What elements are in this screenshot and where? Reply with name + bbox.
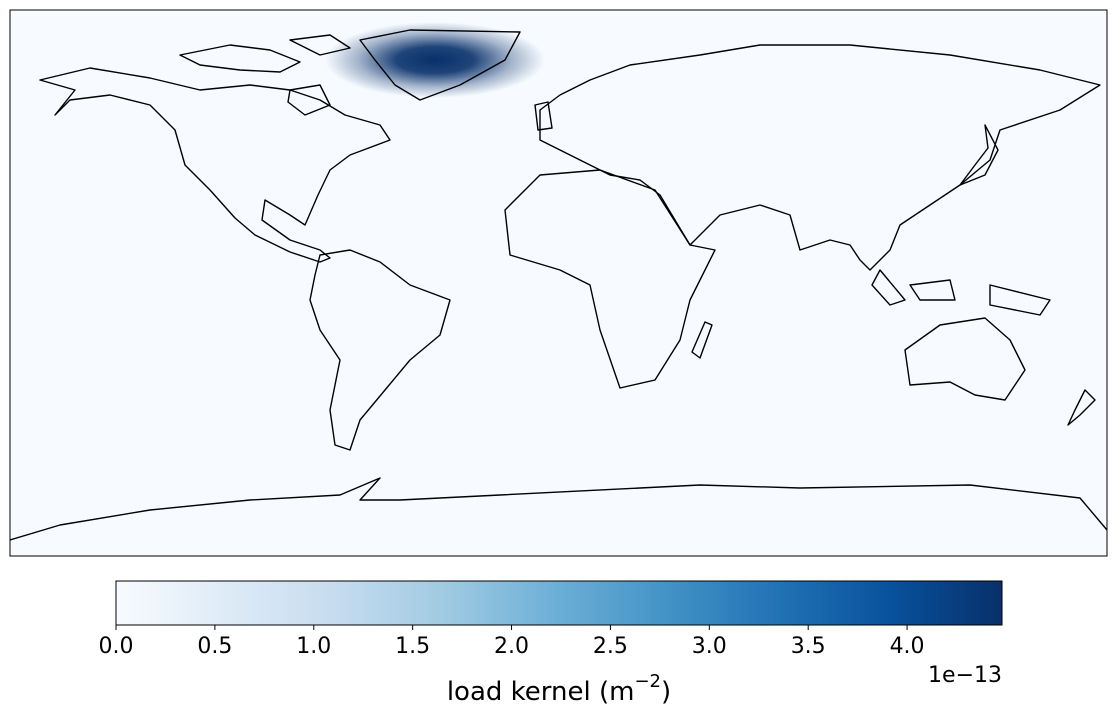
coast-japan bbox=[959, 124, 999, 186]
coast-britain bbox=[534, 101, 553, 131]
map-layer bbox=[10, 22, 1107, 541]
coast-north-america bbox=[39, 67, 391, 263]
coastlines bbox=[10, 29, 1107, 541]
colorbar-tick-label: 2.5 bbox=[593, 634, 628, 659]
label-superscript: −2 bbox=[634, 671, 661, 692]
coast-arctic-islands bbox=[179, 34, 351, 116]
coast-eurasia bbox=[539, 44, 1101, 271]
map-frame bbox=[9, 9, 1108, 557]
coast-indonesia bbox=[871, 269, 1051, 316]
coast-new-zealand bbox=[1067, 389, 1096, 426]
colorbar-tick-label: 1.0 bbox=[296, 634, 331, 659]
colorbar-tick-label: 2.0 bbox=[494, 634, 529, 659]
coast-south-america bbox=[309, 249, 451, 451]
colorbar-tick-label: 3.0 bbox=[692, 634, 727, 659]
colorbar-label: load kernel (m−2) bbox=[447, 671, 671, 707]
coast-antarctica bbox=[10, 477, 1107, 541]
label-suffix: ) bbox=[661, 677, 671, 707]
coast-australia bbox=[904, 317, 1026, 401]
label-text: load kernel (m bbox=[447, 677, 635, 707]
coast-madagascar bbox=[691, 321, 713, 359]
colorbar-tick-label: 1.5 bbox=[395, 634, 430, 659]
kernel-peak bbox=[325, 22, 545, 98]
coast-greenland bbox=[359, 29, 521, 101]
map-background bbox=[10, 10, 1107, 556]
colorbar-tick-label: 0.0 bbox=[99, 634, 134, 659]
colorbar bbox=[115, 580, 1003, 626]
colorbar-offset: 1e−13 bbox=[928, 663, 1002, 688]
colorbar-tick-label: 4.0 bbox=[890, 634, 925, 659]
colorbar-tick-label: 3.5 bbox=[791, 634, 826, 659]
coast-africa bbox=[504, 169, 716, 389]
colorbar-tick-label: 0.5 bbox=[197, 634, 232, 659]
